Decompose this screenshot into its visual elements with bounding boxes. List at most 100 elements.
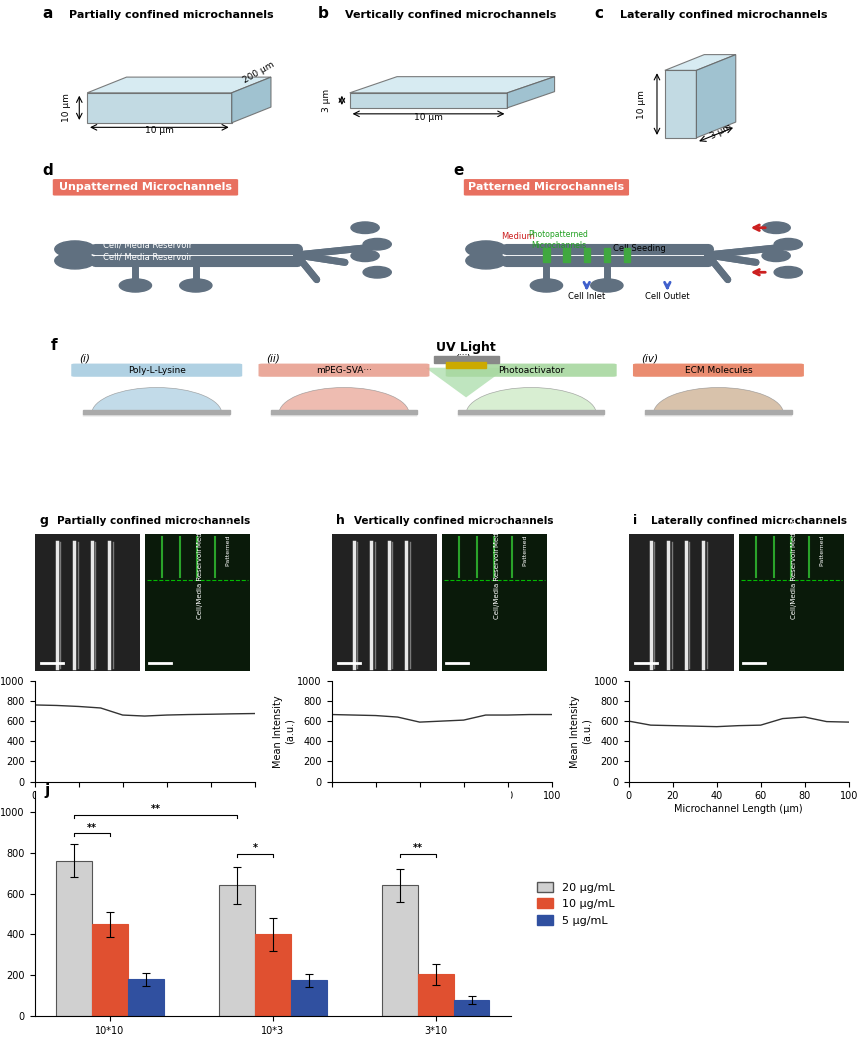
Circle shape	[180, 279, 212, 292]
Ellipse shape	[92, 388, 222, 441]
Text: Medium: Medium	[501, 232, 535, 242]
Text: Patterned Channels: Patterned Channels	[820, 504, 824, 565]
Polygon shape	[507, 77, 554, 108]
FancyBboxPatch shape	[71, 364, 242, 376]
Text: 10 μm: 10 μm	[414, 113, 443, 121]
Text: Laterally confined microchannels: Laterally confined microchannels	[650, 515, 847, 526]
Text: Cell/ Media Reservoir: Cell/ Media Reservoir	[103, 241, 192, 250]
Text: d: d	[42, 163, 54, 178]
Circle shape	[351, 222, 379, 233]
Text: Patterned Channels: Patterned Channels	[226, 504, 230, 565]
Text: (ii): (ii)	[267, 354, 281, 363]
Text: Media Reservoir: Media Reservoir	[791, 492, 797, 548]
Text: Vertically confined microchannels: Vertically confined microchannels	[353, 515, 553, 526]
Circle shape	[466, 252, 506, 269]
Text: **: **	[87, 822, 97, 833]
Circle shape	[363, 267, 391, 278]
Circle shape	[351, 250, 379, 261]
Text: Unpatterned Microchannels: Unpatterned Microchannels	[59, 183, 232, 192]
Bar	[56, 861, 92, 1016]
Text: (iv): (iv)	[641, 354, 658, 363]
Circle shape	[774, 267, 802, 278]
Text: Cell/Media Reservoir: Cell/Media Reservoir	[494, 548, 500, 619]
Bar	[446, 362, 487, 368]
Text: Photoactivator: Photoactivator	[498, 366, 565, 374]
Text: Partially confined microchannels: Partially confined microchannels	[68, 10, 274, 20]
Text: h: h	[336, 513, 345, 527]
Bar	[35, 534, 140, 671]
Text: Media Reservoir: Media Reservoir	[197, 492, 203, 548]
Text: **: **	[413, 843, 423, 853]
FancyBboxPatch shape	[258, 364, 430, 376]
X-axis label: Microchannel Length (μm): Microchannel Length (μm)	[378, 804, 506, 814]
Text: Photopatterned
Microchannels: Photopatterned Microchannels	[528, 230, 589, 250]
Text: Cell/Media Reservoir: Cell/Media Reservoir	[791, 548, 797, 619]
Bar	[255, 934, 291, 1016]
Bar	[145, 534, 250, 671]
Text: 3 μm: 3 μm	[709, 122, 734, 141]
Circle shape	[363, 239, 391, 250]
Bar	[128, 980, 164, 1016]
Text: 200 μm: 200 μm	[242, 60, 276, 85]
Text: Cell Inlet: Cell Inlet	[568, 291, 605, 301]
Text: Partially confined microchannels: Partially confined microchannels	[56, 515, 250, 526]
Text: Poly-L-Lysine: Poly-L-Lysine	[128, 366, 185, 374]
Text: Patterned Microchannels: Patterned Microchannels	[469, 183, 624, 192]
Bar	[645, 410, 792, 414]
Text: *: *	[253, 843, 257, 853]
Text: (iii): (iii)	[454, 354, 470, 363]
Polygon shape	[87, 93, 231, 122]
Circle shape	[762, 222, 791, 233]
Text: b: b	[318, 6, 329, 21]
FancyBboxPatch shape	[446, 364, 617, 376]
Text: (i): (i)	[80, 354, 90, 363]
Bar	[442, 534, 547, 671]
Polygon shape	[350, 77, 554, 93]
Text: c: c	[594, 6, 603, 21]
Text: Vertically confined microchannels: Vertically confined microchannels	[345, 10, 556, 20]
Text: **: **	[151, 805, 160, 814]
Bar	[434, 356, 499, 363]
Text: e: e	[454, 163, 464, 178]
Text: Laterally confined microchannels: Laterally confined microchannels	[620, 10, 828, 20]
Y-axis label: Mean Intensity
(a.u.): Mean Intensity (a.u.)	[570, 695, 591, 767]
Bar	[564, 248, 570, 262]
Circle shape	[530, 279, 563, 292]
Text: UV Light: UV Light	[436, 341, 496, 355]
Bar	[584, 248, 590, 262]
Circle shape	[591, 279, 623, 292]
Text: Cell/ Media Reservoir: Cell/ Media Reservoir	[103, 252, 192, 261]
Text: j: j	[45, 783, 50, 798]
Bar	[83, 410, 230, 414]
Text: 10 μm: 10 μm	[637, 89, 646, 118]
Bar	[454, 1000, 489, 1016]
Bar	[629, 534, 734, 671]
Circle shape	[774, 239, 802, 250]
Text: f: f	[51, 338, 57, 353]
Circle shape	[55, 252, 95, 269]
Polygon shape	[665, 55, 736, 71]
Bar	[271, 410, 417, 414]
Text: mPEG-SVA···: mPEG-SVA···	[316, 366, 372, 374]
Bar	[739, 534, 844, 671]
Bar	[543, 248, 550, 262]
Text: 10 μm: 10 μm	[145, 127, 174, 136]
Circle shape	[55, 241, 95, 257]
FancyBboxPatch shape	[633, 364, 804, 376]
Circle shape	[466, 241, 506, 257]
Bar	[417, 975, 454, 1016]
Text: a: a	[42, 6, 53, 21]
Text: i: i	[633, 513, 637, 527]
Text: ECM Molecules: ECM Molecules	[685, 366, 753, 374]
Bar	[92, 924, 128, 1016]
Bar	[604, 248, 611, 262]
Text: Patterned Channels: Patterned Channels	[523, 504, 527, 565]
Text: 3 μm: 3 μm	[321, 89, 331, 112]
Text: 10 μm: 10 μm	[61, 93, 71, 122]
Polygon shape	[350, 93, 507, 108]
Text: g: g	[39, 513, 48, 527]
Circle shape	[120, 279, 152, 292]
Ellipse shape	[653, 388, 784, 441]
Bar	[624, 248, 630, 262]
Bar	[458, 410, 604, 414]
